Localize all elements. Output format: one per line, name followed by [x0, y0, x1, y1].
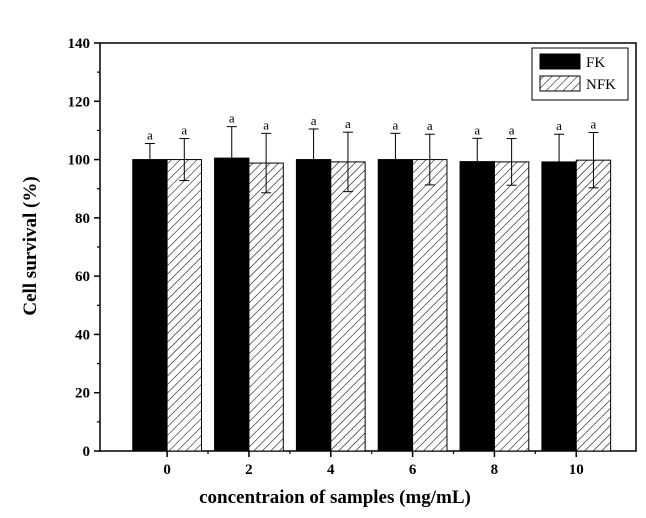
legend-label-fk: FK: [586, 55, 605, 71]
y-tick-label: 60: [75, 269, 90, 285]
significance-label: a: [556, 118, 562, 133]
significance-label: a: [509, 123, 515, 138]
x-tick-label: 10: [569, 462, 584, 478]
bar-nfk: [330, 161, 366, 452]
bar-fk: [459, 161, 495, 452]
significance-label: a: [181, 123, 187, 138]
bar-nfk: [575, 159, 612, 452]
y-tick-label: 40: [75, 327, 90, 343]
legend-label-nfk: NFK: [586, 77, 616, 93]
significance-label: a: [147, 128, 153, 143]
y-tick-label: 20: [75, 386, 90, 402]
x-tick-label: 0: [163, 462, 171, 478]
legend-swatch-nfk: [539, 75, 581, 92]
significance-label: a: [311, 113, 317, 128]
significance-label: a: [263, 117, 269, 132]
x-tick-label: 6: [409, 462, 417, 478]
bar-nfk: [493, 161, 530, 452]
bar-fk: [132, 159, 168, 452]
y-tick-label: 80: [75, 211, 90, 227]
bar-fk: [541, 161, 577, 452]
legend-swatch-fk: [539, 53, 581, 70]
bar-fk: [214, 157, 250, 452]
y-tick-label: 120: [68, 94, 91, 110]
significance-label: a: [393, 117, 399, 132]
y-axis-title: Cell survival (%): [20, 176, 41, 315]
bar-nfk: [166, 159, 202, 452]
significance-label: a: [229, 111, 235, 126]
significance-label: a: [345, 116, 351, 131]
bar-nfk: [248, 162, 284, 452]
significance-label: a: [591, 116, 597, 131]
significance-label: a: [474, 122, 480, 137]
bar-fk: [295, 159, 332, 452]
x-tick-label: 4: [327, 462, 335, 478]
bar-fk: [377, 159, 414, 452]
significance-label: a: [427, 118, 433, 133]
x-axis-title: concentraion of samples (mg/mL): [199, 487, 471, 508]
x-tick-label: 8: [491, 462, 499, 478]
y-tick-label: 0: [83, 444, 91, 460]
x-tick-label: 2: [245, 462, 253, 478]
y-tick-label: 140: [68, 36, 91, 52]
y-tick-label: 100: [68, 153, 91, 169]
bar-nfk: [412, 159, 448, 452]
